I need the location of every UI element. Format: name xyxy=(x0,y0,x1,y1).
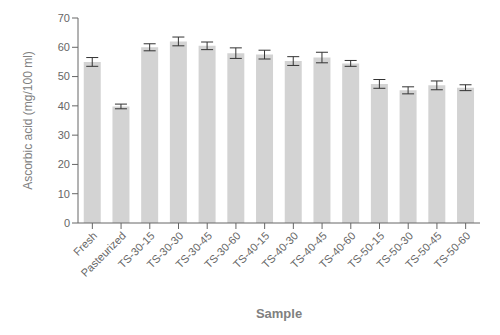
svg-text:60: 60 xyxy=(58,41,70,53)
svg-text:TS-50-30: TS-50-30 xyxy=(374,229,416,271)
svg-text:Pasteurized: Pasteurized xyxy=(78,229,128,279)
svg-text:70: 70 xyxy=(58,12,70,24)
svg-text:Ascorbic acid (mg/100 ml): Ascorbic acid (mg/100 ml) xyxy=(21,51,35,190)
svg-text:50: 50 xyxy=(58,70,70,82)
svg-text:0: 0 xyxy=(64,217,70,229)
svg-text:TS-30-15: TS-30-15 xyxy=(115,229,157,271)
svg-text:TS-30-30: TS-30-30 xyxy=(144,229,186,271)
svg-text:30: 30 xyxy=(58,129,70,141)
svg-text:40: 40 xyxy=(58,100,70,112)
svg-text:TS-40-15: TS-40-15 xyxy=(230,229,272,271)
svg-text:Fresh: Fresh xyxy=(70,229,100,258)
svg-text:TS-30-60: TS-30-60 xyxy=(202,229,243,271)
svg-text:Sample: Sample xyxy=(256,306,302,321)
svg-text:TS-40-30: TS-40-30 xyxy=(259,229,301,271)
svg-text:TS-30-45: TS-30-45 xyxy=(173,229,215,271)
svg-text:TS-40-45: TS-40-45 xyxy=(288,229,329,271)
svg-text:10: 10 xyxy=(58,188,70,200)
svg-text:20: 20 xyxy=(58,158,70,170)
svg-text:TS-50-45: TS-50-45 xyxy=(403,229,444,271)
svg-text:TS-50-60: TS-50-60 xyxy=(432,229,473,270)
svg-text:TS-40-60: TS-40-60 xyxy=(316,229,358,271)
svg-text:TS-50-15: TS-50-15 xyxy=(345,229,387,271)
